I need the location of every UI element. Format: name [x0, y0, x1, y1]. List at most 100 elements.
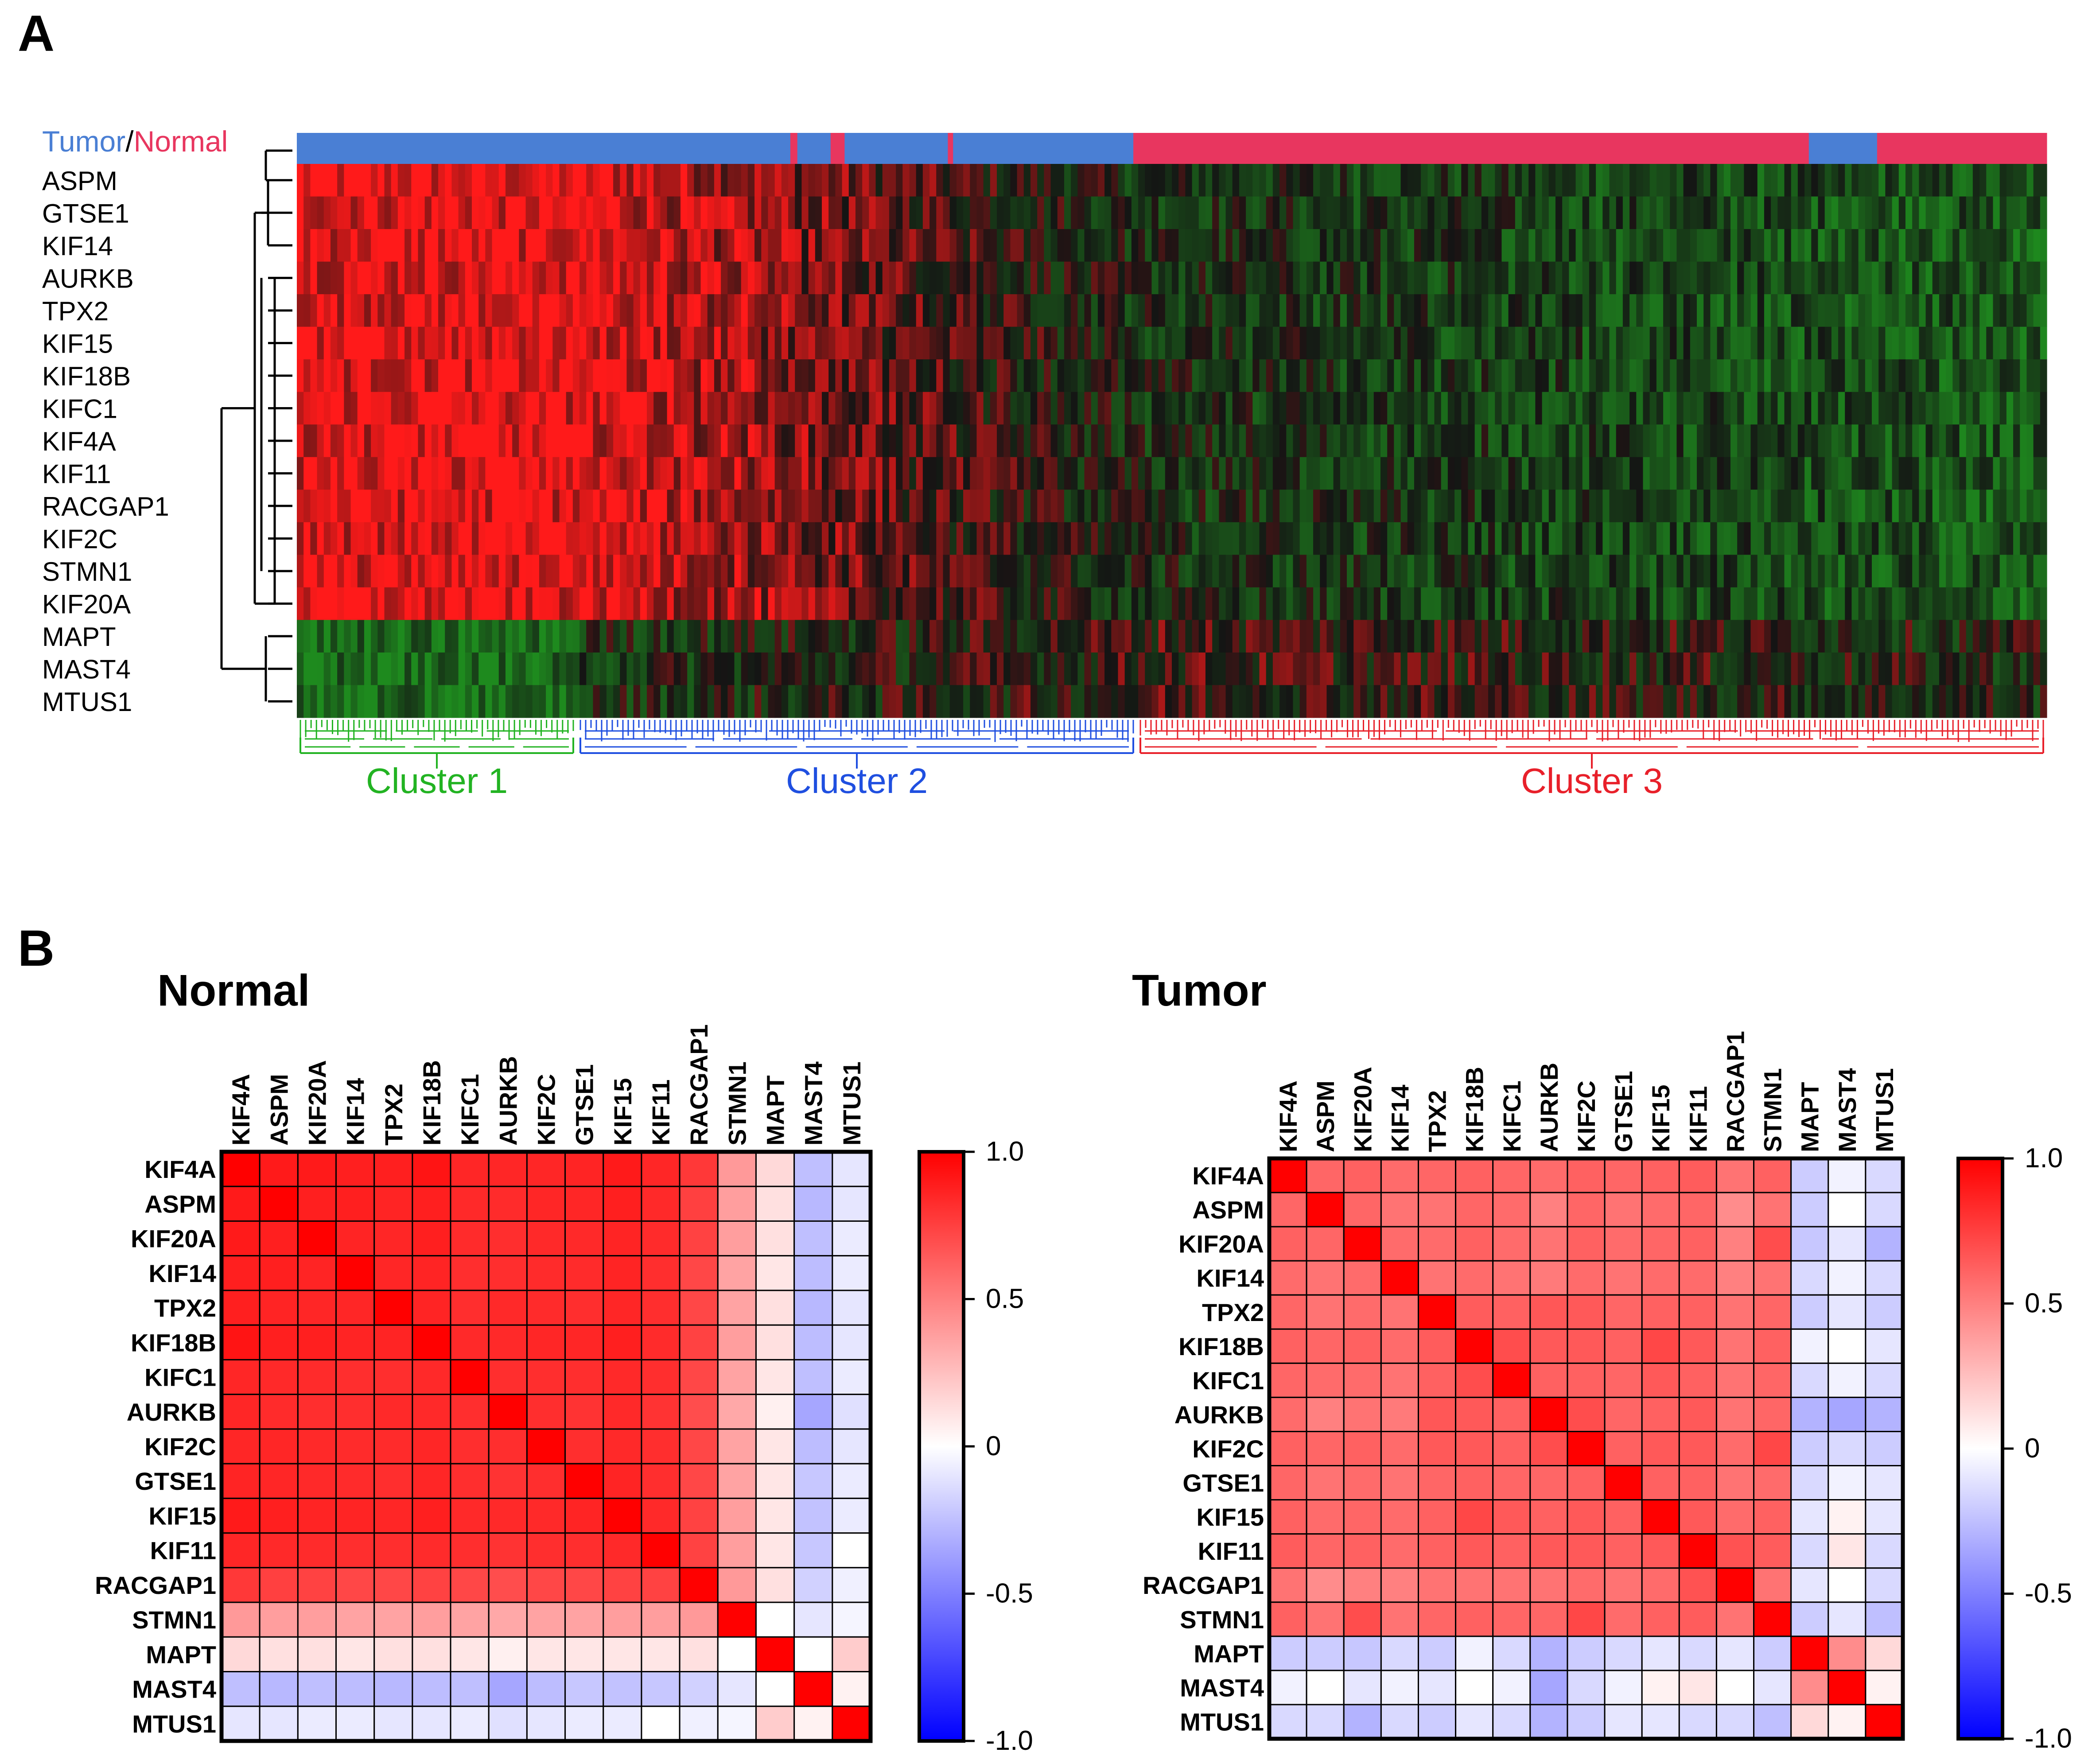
expression-cell [1044, 587, 1051, 621]
expression-cell [599, 424, 607, 458]
expression-cell [599, 620, 607, 653]
expression-cell [1851, 620, 1859, 653]
expression-cell [1097, 294, 1105, 327]
expression-cell [680, 457, 688, 490]
expression-cell [848, 587, 856, 621]
expression-cell [680, 685, 688, 718]
expression-cell [774, 392, 782, 425]
expression-cell [2013, 326, 2020, 360]
expression-cell [734, 685, 742, 718]
expression-cell [667, 685, 674, 718]
expression-cell [1333, 685, 1341, 718]
expression-cell [889, 326, 896, 360]
expression-cell [983, 261, 991, 295]
expression-cell [1555, 652, 1563, 686]
expression-cell [747, 555, 755, 588]
expression-cell [633, 555, 641, 588]
expression-cell [1050, 652, 1058, 686]
expression-cell [303, 359, 311, 392]
expression-cell [1232, 164, 1240, 197]
expression-cell [1474, 164, 1482, 197]
expression-cell [613, 261, 620, 295]
expression-cell [404, 424, 412, 458]
expression-cell [734, 620, 742, 653]
expression-cell [1158, 457, 1166, 490]
expression-cell [1367, 229, 1374, 262]
expression-cell [572, 652, 580, 686]
expression-cell [2020, 294, 2027, 327]
expression-cell [1178, 326, 1186, 360]
expression-cell [546, 359, 553, 392]
expression-cell [1744, 261, 1751, 295]
gene-row-label: MAST4 [42, 655, 131, 684]
expression-cell [1219, 294, 1226, 327]
expression-cell [983, 457, 991, 490]
correlation-cell [297, 1151, 337, 1187]
expression-cell [1138, 261, 1145, 295]
expression-cell [505, 164, 513, 197]
expression-cell [1124, 359, 1132, 392]
expression-cell [1656, 587, 1664, 621]
expression-cell [626, 490, 634, 523]
expression-cell [761, 326, 769, 360]
expression-cell [1993, 620, 2000, 653]
expression-cell [559, 294, 567, 327]
expression-cell [862, 555, 869, 588]
expression-cell [1172, 359, 1179, 392]
expression-cell [606, 164, 614, 197]
expression-cell [1353, 424, 1361, 458]
expression-cell [1508, 294, 1516, 327]
expression-cell [889, 261, 896, 295]
expression-cell [700, 652, 708, 686]
expression-cell [579, 392, 587, 425]
expression-cell [1723, 522, 1731, 555]
expression-cell [1589, 294, 1596, 327]
expression-cell [734, 326, 742, 360]
expression-cell [721, 620, 728, 653]
expression-cell [1138, 229, 1145, 262]
expression-cell [1643, 620, 1650, 653]
expression-cell [1111, 326, 1119, 360]
expression-cell [613, 294, 620, 327]
expression-cell [1380, 294, 1388, 327]
expression-cell [1912, 326, 1919, 360]
expression-cell [445, 522, 452, 555]
correlation-cell [679, 1185, 719, 1222]
expression-cell [1219, 424, 1226, 458]
expression-cell [963, 359, 970, 392]
expression-cell [1777, 685, 1785, 718]
expression-cell [983, 555, 991, 588]
expression-cell [1548, 424, 1556, 458]
expression-cell [1151, 652, 1159, 686]
expression-cell [1414, 261, 1421, 295]
expression-cell [1771, 164, 1778, 197]
expression-cell [1522, 457, 1529, 490]
expression-cell [1091, 294, 1098, 327]
expression-cell [1575, 359, 1583, 392]
expression-cell [1017, 652, 1024, 686]
expression-cell [1084, 294, 1092, 327]
expression-cell [902, 652, 910, 686]
expression-cell [653, 555, 661, 588]
expression-cell [929, 196, 937, 229]
expression-cell [1690, 424, 1697, 458]
expression-cell [1023, 294, 1031, 327]
expression-cell [949, 326, 957, 360]
expression-cell [1979, 294, 1987, 327]
expression-cell [1037, 620, 1044, 653]
expression-cell [822, 164, 829, 197]
expression-cell [1824, 424, 1832, 458]
expression-cell [1481, 652, 1489, 686]
expression-cell [1629, 587, 1637, 621]
expression-cell [586, 587, 594, 621]
expression-cell [532, 326, 540, 360]
expression-cell [1515, 522, 1522, 555]
expression-cell [1272, 424, 1280, 458]
expression-cell [2020, 652, 2027, 686]
expression-cell [599, 587, 607, 621]
expression-cell [472, 164, 479, 197]
expression-cell [1111, 555, 1119, 588]
expression-cell [418, 359, 425, 392]
expression-cell [694, 555, 701, 588]
expression-cell [519, 261, 526, 295]
